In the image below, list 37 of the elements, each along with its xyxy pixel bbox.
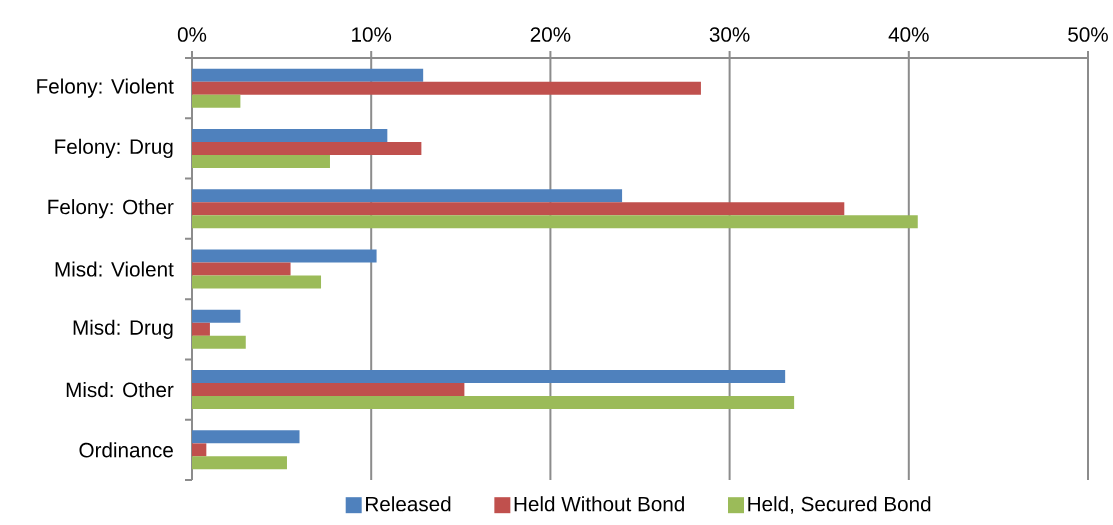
bar (192, 249, 377, 263)
bar (192, 262, 291, 276)
y-tick-label: Misd: Other (66, 381, 174, 398)
y-tick-label: Felony: Drug (55, 138, 173, 159)
x-tick-label: 10% (352, 27, 392, 42)
bar (192, 189, 623, 203)
bar (192, 81, 701, 95)
bar (192, 396, 795, 410)
bar (192, 128, 388, 142)
y-tick-label: Felony: Other (48, 199, 174, 219)
bar (192, 335, 246, 349)
bar (192, 430, 300, 444)
y-tick-label: Felony: Violent (37, 78, 174, 98)
bar (192, 322, 210, 336)
bar (192, 443, 207, 457)
bar (192, 370, 786, 384)
bar (192, 215, 918, 229)
bar (192, 141, 422, 155)
bar (192, 154, 330, 168)
x-tick-label: 40% (888, 27, 929, 42)
legend-label: Released (366, 496, 451, 512)
y-tick-label: Misd: Drug (73, 319, 173, 339)
x-tick-label: 50% (1068, 27, 1108, 42)
legend-label: Held, Secured Bond (748, 496, 931, 514)
legend-label: Held Without Bond (514, 496, 684, 512)
y-tick-label: Misd: Violent (55, 261, 174, 277)
y-tick-label: Ordinance (79, 442, 173, 458)
bar (192, 456, 287, 470)
bar (192, 383, 465, 397)
bar (192, 202, 845, 216)
x-tick-label: 20% (530, 27, 571, 42)
bar (192, 309, 241, 323)
bar (192, 68, 424, 82)
x-tick-label: 0% (177, 27, 207, 42)
x-tick-label: 30% (709, 27, 750, 42)
bar (192, 94, 241, 108)
bar (192, 275, 322, 289)
